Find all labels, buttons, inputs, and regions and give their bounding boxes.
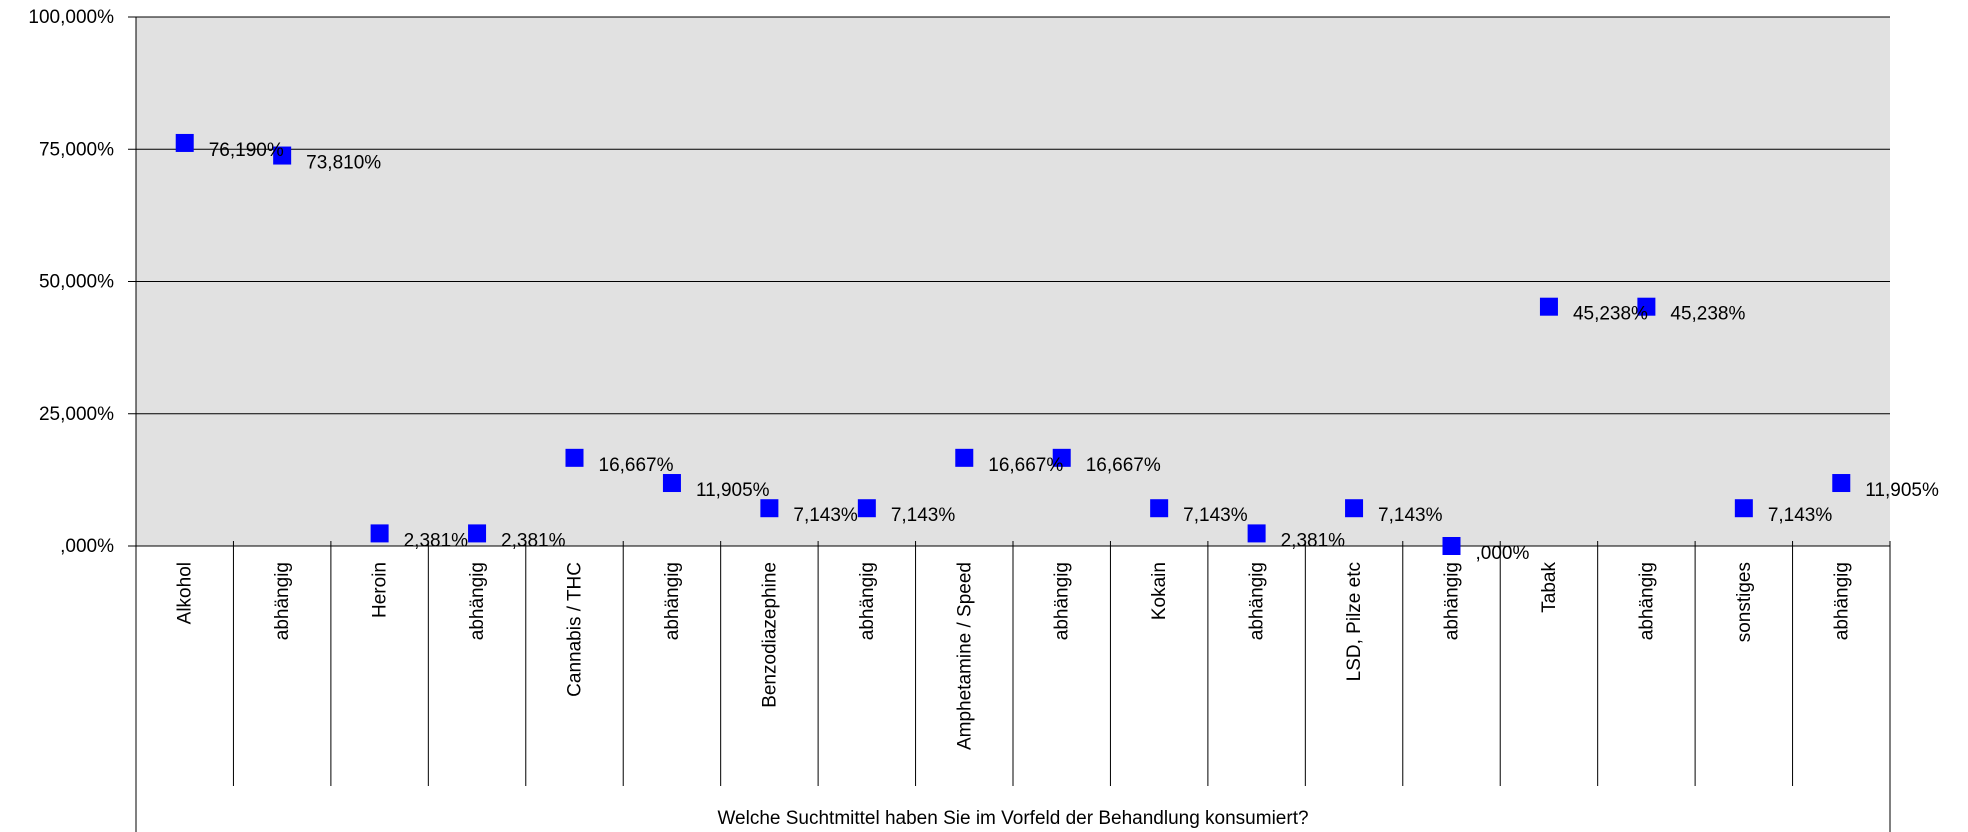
y-tick-label: 75,000% <box>39 139 114 160</box>
x-category-label: LSD, Pilze etc <box>1344 562 1365 681</box>
data-label: 76,190% <box>209 140 284 161</box>
data-point <box>1539 297 1558 316</box>
data-point <box>565 448 584 467</box>
data-point <box>760 499 779 518</box>
data-point <box>662 474 681 493</box>
data-point <box>1637 297 1656 316</box>
data-point <box>857 499 876 518</box>
data-label: 11,905% <box>696 480 770 501</box>
data-points <box>175 133 1851 555</box>
data-label: 2,381% <box>1281 530 1346 551</box>
y-axis: ,000% 25,000% 50,000% 75,000% 100,000% <box>28 7 137 832</box>
data-point <box>370 524 389 543</box>
data-point <box>1345 499 1364 518</box>
x-category-label: Kokain <box>1149 562 1170 620</box>
y-tick-label: 50,000% <box>39 272 114 293</box>
x-category-label: sonstiges <box>1734 562 1755 642</box>
data-label: 73,810% <box>306 153 381 174</box>
x-axis-dividers <box>136 541 1891 832</box>
x-category-label: abhängig <box>1052 562 1073 640</box>
x-category-label: abhängig <box>1442 562 1463 640</box>
data-point <box>468 524 487 543</box>
x-category-label: abhängig <box>857 562 878 640</box>
data-point <box>175 133 194 152</box>
data-label: 16,667% <box>599 455 674 476</box>
data-label: 7,143% <box>1768 505 1833 526</box>
data-label: ,000% <box>1476 543 1530 564</box>
x-category-label: Heroin <box>370 562 391 618</box>
x-category-label: Tabak <box>1539 562 1560 613</box>
data-label: 45,238% <box>1670 304 1745 325</box>
x-category-label: Amphetamine / Speed <box>954 562 975 750</box>
x-category-label: abhängig <box>272 562 293 640</box>
x-category-label: Alkohol <box>175 562 196 624</box>
data-point <box>1442 537 1461 555</box>
data-label: 7,143% <box>793 505 858 526</box>
data-label: 2,381% <box>501 530 566 551</box>
x-axis-title: Welche Suchtmittel haben Sie im Vorfeld … <box>717 808 1308 829</box>
x-category-label: abhängig <box>1831 562 1852 640</box>
data-point <box>1247 524 1266 543</box>
y-tick-label: 100,000% <box>28 7 114 28</box>
data-label: 7,143% <box>1183 505 1248 526</box>
x-axis-category-labels: Alkohol abhängig Heroin abhängig Cannabis / … <box>175 562 1853 751</box>
data-point <box>955 448 974 467</box>
data-label: 11,905% <box>1865 480 1939 501</box>
x-category-label: Benzodiazephine <box>759 562 780 708</box>
data-point <box>1734 499 1753 518</box>
data-label: 7,143% <box>891 505 956 526</box>
y-tick-label: ,000% <box>60 536 114 557</box>
data-label: 2,381% <box>404 530 469 551</box>
x-category-label: abhängig <box>1636 562 1657 640</box>
x-category-label: abhängig <box>662 562 683 640</box>
x-category-label: abhängig <box>467 562 488 640</box>
y-tick-label: 25,000% <box>39 404 114 425</box>
data-point <box>1832 474 1851 493</box>
x-category-label: Cannabis / THC <box>565 562 586 697</box>
data-point <box>1052 448 1071 467</box>
data-point <box>273 146 292 165</box>
data-label: 7,143% <box>1378 505 1443 526</box>
data-label: 45,238% <box>1573 304 1648 325</box>
data-label: 16,667% <box>1086 455 1161 476</box>
x-category-label: abhängig <box>1247 562 1268 640</box>
data-labels: 76,190% 73,810% 2,381% 2,381% 16,667% 11,905%… <box>209 140 1939 564</box>
data-label: 16,667% <box>988 455 1063 476</box>
data-point <box>1150 499 1169 518</box>
